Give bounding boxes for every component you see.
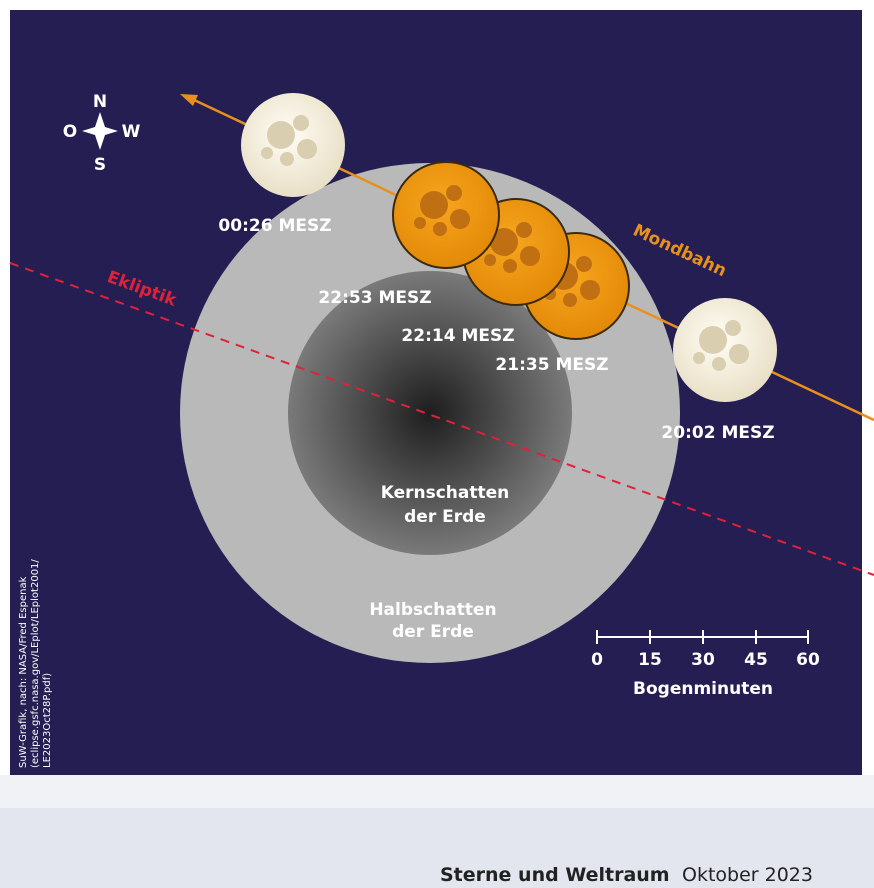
scale-tick-label: 60 (796, 650, 820, 670)
compass: N S O W (63, 92, 141, 175)
diagram: N S O W 00:26 MESZ 22:53 MESZ 22:14 MESZ… (9, 10, 874, 775)
moon (392, 161, 500, 269)
scale-tick-label: 15 (638, 650, 662, 670)
time-label: 22:53 MESZ (318, 288, 431, 308)
credit-line: SuW-Grafik, nach: NASA/Fred Espenak (18, 576, 29, 768)
scale-tick-label: 45 (744, 650, 768, 670)
compass-s: S (94, 155, 106, 175)
scale-tick-label: 30 (691, 650, 715, 670)
magazine: Sterne und Weltraum (440, 864, 670, 886)
penumbra-label: der Erde (392, 622, 474, 642)
compass-o: O (63, 122, 77, 142)
moon (673, 298, 777, 402)
credit: SuW-Grafik, nach: NASA/Fred Espenak (ecl… (18, 559, 53, 768)
time-label: 20:02 MESZ (661, 423, 774, 443)
scale-tick-label: 0 (591, 650, 603, 670)
umbra (288, 271, 572, 555)
credit-line: LE2023Oct28P.pdf) (42, 673, 53, 768)
time-label: 22:14 MESZ (401, 326, 514, 346)
moon (241, 93, 345, 197)
umbra-label: der Erde (404, 507, 486, 527)
issue: Oktober 2023 (682, 864, 813, 886)
compass-n: N (93, 92, 107, 112)
penumbra-label: Halbschatten (369, 600, 496, 620)
time-label: 21:35 MESZ (495, 355, 608, 375)
scale-label: Bogenminuten (633, 679, 773, 699)
footer: Sterne und Weltraum Oktober 2023 (0, 808, 874, 888)
credit-line: (eclipse.gsfc.nasa.gov/LEplot/LEplot2001… (30, 559, 41, 768)
arrow-head (180, 94, 198, 106)
compass-w: W (122, 122, 141, 142)
time-label: 00:26 MESZ (218, 216, 331, 236)
separator (0, 775, 874, 808)
umbra-label: Kernschatten (381, 483, 510, 503)
scale-bar (596, 630, 809, 644)
